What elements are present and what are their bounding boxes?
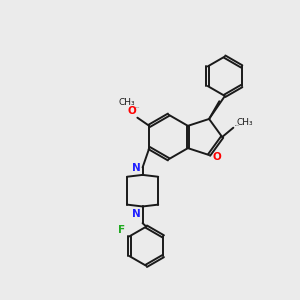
Text: CH₃: CH₃ [118, 98, 135, 107]
Text: methoxy: methoxy [134, 107, 140, 108]
Text: O: O [212, 152, 221, 162]
Text: O: O [127, 106, 136, 116]
Text: F: F [118, 225, 126, 235]
Text: methyl: methyl [235, 124, 240, 126]
Text: CH₃: CH₃ [236, 118, 253, 127]
Text: N: N [132, 209, 140, 219]
Text: N: N [132, 163, 140, 173]
